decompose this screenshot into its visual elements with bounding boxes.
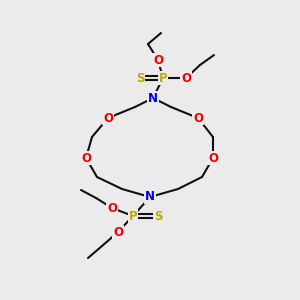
Text: S: S bbox=[154, 209, 162, 223]
Text: N: N bbox=[148, 92, 158, 104]
Text: O: O bbox=[113, 226, 123, 238]
Text: P: P bbox=[159, 71, 167, 85]
Text: S: S bbox=[136, 71, 144, 85]
Text: O: O bbox=[208, 152, 218, 164]
Text: O: O bbox=[107, 202, 117, 214]
Text: O: O bbox=[81, 152, 91, 164]
Text: O: O bbox=[181, 71, 191, 85]
Text: O: O bbox=[103, 112, 113, 124]
Text: O: O bbox=[153, 53, 163, 67]
Text: O: O bbox=[193, 112, 203, 124]
Text: P: P bbox=[129, 209, 137, 223]
Text: N: N bbox=[145, 190, 155, 203]
